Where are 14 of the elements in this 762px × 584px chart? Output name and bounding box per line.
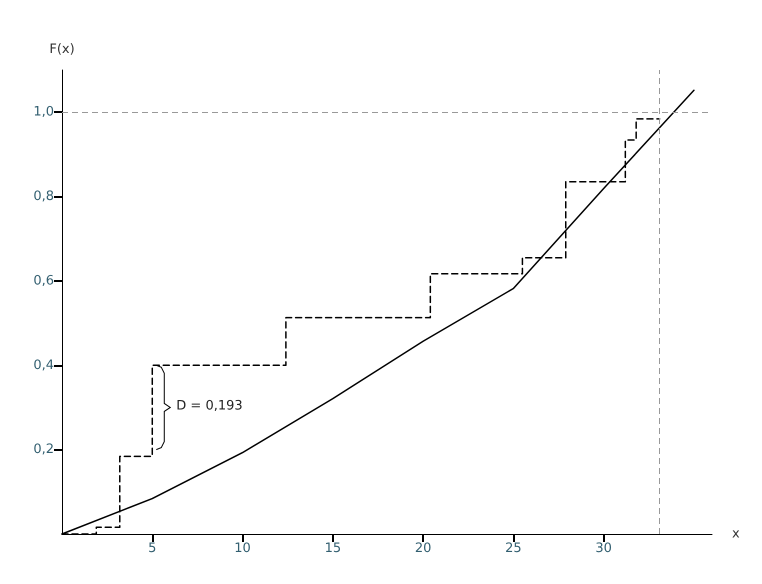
x-tick-label: 20 — [414, 541, 432, 556]
y-tick-label: 0,6 — [33, 273, 54, 288]
x-tick-label: 25 — [505, 541, 522, 556]
x-tick-label: 30 — [595, 541, 612, 556]
y-tick-label: 0,4 — [33, 358, 54, 373]
y-tick-label: 1,0 — [33, 104, 54, 120]
y-tick-label: 0,8 — [33, 189, 54, 204]
x-tick-label: 5 — [148, 541, 156, 556]
annotation: D = 0,193 — [176, 398, 243, 414]
y-tick-label: 0,2 — [33, 442, 54, 458]
x-axis-title: x — [732, 526, 740, 542]
x-tick-label: 15 — [324, 541, 342, 556]
y-axis-title: F(x) — [49, 42, 75, 57]
x-tick-label: 10 — [234, 541, 251, 556]
